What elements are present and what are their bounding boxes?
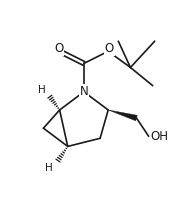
Text: H: H [38,85,45,95]
Text: O: O [54,42,63,55]
Text: H: H [45,163,53,173]
Text: O: O [105,42,114,55]
Text: N: N [79,85,88,98]
Text: OH: OH [151,130,169,143]
Polygon shape [108,110,137,121]
